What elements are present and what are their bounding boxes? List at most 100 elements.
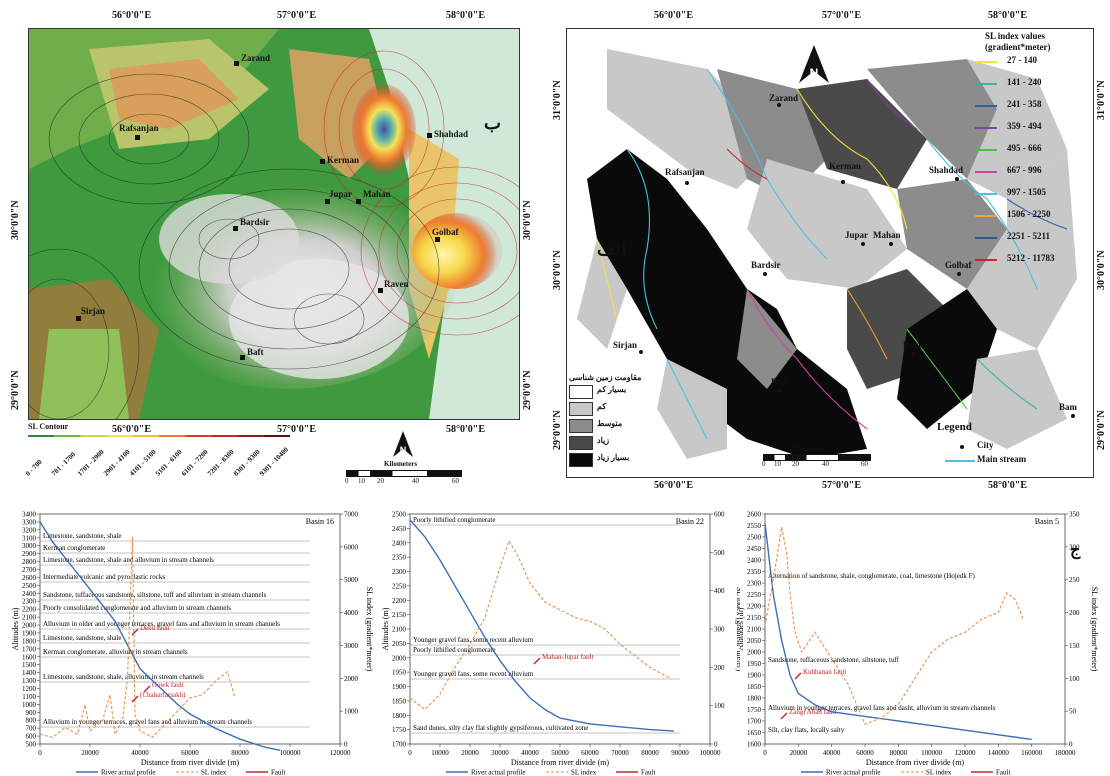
y-tick-label: 1650 — [747, 729, 762, 737]
x-axis-label: Distance from river divide (m) — [511, 758, 610, 767]
sl-class-line — [975, 215, 997, 217]
y-tick-label: 2400 — [747, 557, 762, 565]
y-tick-label: 1700 — [392, 741, 407, 749]
fault-label: Zangi Abad fault — [789, 708, 836, 716]
sl-contour-swatch — [54, 435, 81, 437]
y-tick-label: 900 — [26, 709, 37, 717]
left-map-canvas — [29, 29, 519, 419]
legend-stream-label: Main stream — [977, 454, 1027, 464]
x-tick-label: 90000 — [671, 749, 689, 757]
sl-class-line — [975, 127, 997, 129]
annotation-label: Poorly lithified conglomerate — [413, 646, 495, 654]
rcity-kerman: Kerman — [829, 161, 861, 171]
x-axis-label: Distance from river divide (m) — [866, 758, 965, 767]
chart-title: Basin 5 — [1035, 517, 1059, 526]
x-tick-label: 80000 — [890, 749, 908, 757]
y-axis-label: Altitudes (m) — [740, 607, 745, 650]
y-tick-label: 2200 — [22, 606, 37, 614]
right-map-canvas — [577, 49, 1077, 459]
left-scale-tick-3: 40 — [412, 477, 419, 485]
rcity-dot-zarand — [777, 103, 781, 107]
resistance-swatch — [569, 385, 593, 399]
right-lat-left-3: 29°0'0"N — [552, 410, 563, 450]
rcity-dot-jupar — [861, 242, 865, 246]
sl-contour-swatch — [106, 435, 133, 437]
annotation-label: Alternation of sandstone, shale, conglom… — [768, 572, 976, 580]
sl-contour-swatch — [132, 435, 159, 437]
svg-text:N: N — [810, 66, 819, 80]
city-dot-raven — [378, 288, 383, 293]
resistance-title: مقاومت زمین شناسی — [569, 373, 642, 382]
annotation-label: Limestone, sandstone, shale — [43, 532, 122, 540]
x-tick-label: 0 — [408, 749, 412, 757]
right-top-coord-2: 57°0'0"E — [822, 10, 861, 21]
y-tick-label: 2450 — [392, 525, 407, 533]
rcity-dot-bardsir — [763, 272, 767, 276]
y2-tick-label: 200 — [714, 664, 725, 672]
y2-tick-label: 200 — [1069, 609, 1080, 617]
x-tick-label: 60000 — [856, 749, 874, 757]
rcity-dot-golbaf — [957, 272, 961, 276]
right-scale-tick-0: 0 — [762, 460, 766, 468]
right-scale-tick-2: 20 — [792, 460, 799, 468]
y2-tick-label: 1000 — [344, 708, 359, 716]
y2-axis-label: SL index (gradient*meter) — [735, 587, 740, 672]
resistance-swatch — [569, 436, 593, 450]
right-north-arrow: N — [799, 45, 829, 85]
sl-contour-class-label: 0 - 700 — [24, 457, 44, 478]
fault-mark — [131, 628, 139, 636]
rcity-dot-shahdad — [955, 177, 959, 181]
annotation-label: Limestone, sandstone, shale and alluvium… — [43, 556, 214, 564]
fault-label: Mahan-Jupar fault — [542, 653, 594, 661]
rcity-zarand: Zarand — [769, 93, 799, 103]
resistance-swatch — [569, 419, 593, 433]
rcity-shahdad: Shahdad — [929, 165, 964, 175]
city-dot-zarand — [234, 61, 239, 66]
y-tick-label: 2900 — [22, 550, 37, 558]
resistance-swatch — [569, 402, 593, 416]
y-tick-label: 1750 — [747, 706, 762, 714]
series-sl-index — [764, 526, 1024, 726]
annotation-label: Kerman conglomerate — [43, 544, 105, 552]
x-tick-label: 20000 — [81, 749, 99, 757]
y-tick-label: 2300 — [747, 580, 762, 588]
city-dot-shahdad — [427, 133, 432, 138]
y-tick-label: 2100 — [747, 626, 762, 634]
rcity-bam: Bam — [1059, 402, 1077, 412]
y-tick-label: 2450 — [747, 545, 762, 553]
x-tick-label: 100000 — [700, 749, 722, 757]
x-tick-label: 120000 — [955, 749, 977, 757]
y-tick-label: 2050 — [392, 640, 407, 648]
legend-fault-label: Fault — [996, 769, 1010, 776]
x-tick-label: 60000 — [581, 749, 599, 757]
x-tick-label: 60000 — [181, 749, 199, 757]
sl-contour-class-label: 7201 - 8300 — [206, 448, 236, 478]
y-tick-label: 1700 — [747, 718, 762, 726]
sl-contour-swatch — [80, 435, 107, 437]
y-tick-label: 2400 — [22, 590, 37, 598]
sl-contour-swatch — [237, 435, 264, 437]
y-axis-label: Altitudes (m) — [11, 607, 20, 650]
rcity-dot-rafsanjan — [685, 181, 689, 185]
y2-tick-label: 250 — [1069, 576, 1080, 584]
y-tick-label: 2000 — [747, 649, 762, 657]
y2-tick-label: 7000 — [344, 511, 359, 519]
fault-label: Kuhbanan fault — [803, 668, 846, 676]
right-scale-tick-3: 40 — [822, 460, 829, 468]
sl-class-line — [975, 105, 997, 107]
y-tick-label: 1950 — [392, 669, 407, 677]
y-tick-label: 2350 — [392, 554, 407, 562]
legend-box: Legend City Main stream — [937, 421, 1087, 473]
city-zarand: Zarand — [241, 53, 271, 63]
legend-stream-line — [945, 460, 975, 462]
city-rafsanjan: Rafsanjan — [119, 123, 159, 133]
city-dot-baft — [240, 355, 245, 360]
sl-class-line — [975, 171, 997, 173]
city-dot-golbaf — [435, 237, 440, 242]
y-tick-label: 600 — [26, 733, 37, 741]
right-lat-right-2: 30°0'0"N — [1096, 250, 1107, 290]
city-mahan: Mahan — [363, 189, 391, 199]
annotation-label: Younger gravel fans, some recent alluviu… — [413, 670, 534, 678]
plot-frame — [409, 513, 711, 745]
y-tick-label: 2150 — [392, 611, 407, 619]
